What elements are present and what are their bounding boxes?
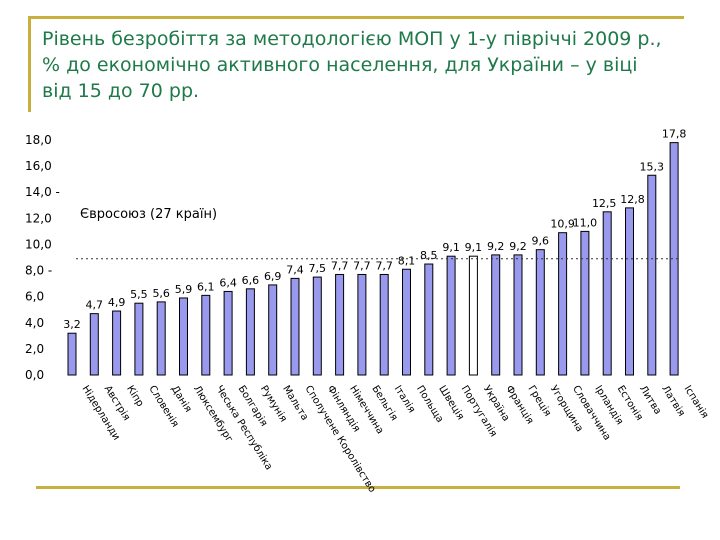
y-axis-ticks: 0,0 2,0 4,0 6,0 8,0 - 10,0 12,0 14,0 - 16,0 18,0 [25, 133, 60, 382]
value-label: 7,5 [309, 262, 327, 275]
y-tick-label: 10,0 [25, 237, 52, 251]
bar [357, 273, 367, 376]
value-label: 9,2 [509, 240, 527, 253]
y-tick-label: 6,0 [25, 290, 44, 304]
value-label: 8,5 [420, 249, 438, 262]
value-label: 9,2 [487, 240, 505, 253]
value-labels: 3,2 4,7 4,9 5,5 5,6 5,9 6,1 6,4 6,6 6,9 7,4 7,5 7,7 7… [63, 128, 686, 332]
y-tick-label: 8,0 - [25, 264, 52, 278]
value-label: 8,1 [398, 254, 416, 267]
value-label: 4,9 [108, 296, 126, 309]
value-label: 4,7 [86, 299, 104, 312]
category-label: Кіпр [124, 383, 146, 409]
value-label: 12,8 [620, 193, 645, 206]
value-label: 7,4 [286, 263, 304, 276]
bar [179, 297, 188, 376]
value-label: 7,7 [353, 259, 371, 272]
value-label: 5,9 [175, 283, 193, 296]
value-label: 6,1 [197, 280, 215, 293]
frame-bottom-rule [36, 486, 680, 489]
bar [379, 273, 389, 376]
frame-left-rule [28, 16, 31, 112]
value-label: 10,9 [550, 218, 575, 231]
y-tick-label: 12,0 [25, 211, 52, 225]
value-label: 6,6 [242, 274, 260, 287]
bar [625, 207, 634, 376]
bar [424, 263, 434, 376]
bar [201, 294, 211, 376]
bar [446, 255, 456, 376]
category-label: Іспанія [682, 383, 711, 420]
bar [580, 230, 590, 376]
bar [134, 302, 144, 376]
value-label: 9,1 [465, 241, 483, 254]
value-label: 7,7 [375, 259, 393, 272]
value-label: 6,9 [264, 270, 282, 283]
y-tick-label: 14,0 - [25, 185, 60, 199]
bar [513, 254, 523, 376]
value-label: 7,7 [331, 259, 349, 272]
bar [602, 211, 612, 376]
value-label: 9,1 [442, 241, 460, 254]
value-label: 3,2 [63, 318, 81, 331]
bar [535, 249, 545, 376]
y-tick-label: 2,0 [25, 342, 44, 356]
bar [67, 332, 77, 376]
bar [112, 310, 122, 376]
bar [89, 313, 99, 376]
bar [245, 288, 255, 376]
y-tick-label: 18,0 [25, 133, 52, 147]
value-label: 17,8 [662, 128, 687, 141]
frame-top-rule [28, 16, 684, 19]
bar [156, 301, 166, 376]
bar [669, 142, 679, 376]
bar [647, 174, 657, 376]
bar [558, 232, 568, 376]
bar [268, 284, 278, 376]
y-tick-label: 0,0 [25, 368, 44, 382]
slide-title: Рівень безробіття за методологією МОП у … [42, 28, 662, 102]
value-label: 5,6 [152, 287, 170, 300]
eu-average-label: Євросоюз (27 країн) [80, 207, 217, 222]
value-label: 5,5 [130, 288, 148, 301]
bar [312, 276, 322, 376]
bar [491, 254, 501, 376]
bar-series [67, 142, 679, 376]
y-tick-label: 4,0 [25, 316, 44, 330]
y-tick-label: 16,0 [25, 159, 52, 173]
value-label: 11,0 [573, 216, 598, 229]
bar [290, 277, 300, 376]
value-label: 12,5 [592, 197, 617, 210]
bar [335, 273, 345, 376]
value-label: 9,6 [532, 235, 550, 248]
bar [402, 268, 411, 376]
value-label: 6,4 [219, 276, 237, 289]
bar-ukraine [468, 255, 478, 376]
bar [223, 290, 233, 376]
value-label: 15,3 [640, 160, 665, 173]
